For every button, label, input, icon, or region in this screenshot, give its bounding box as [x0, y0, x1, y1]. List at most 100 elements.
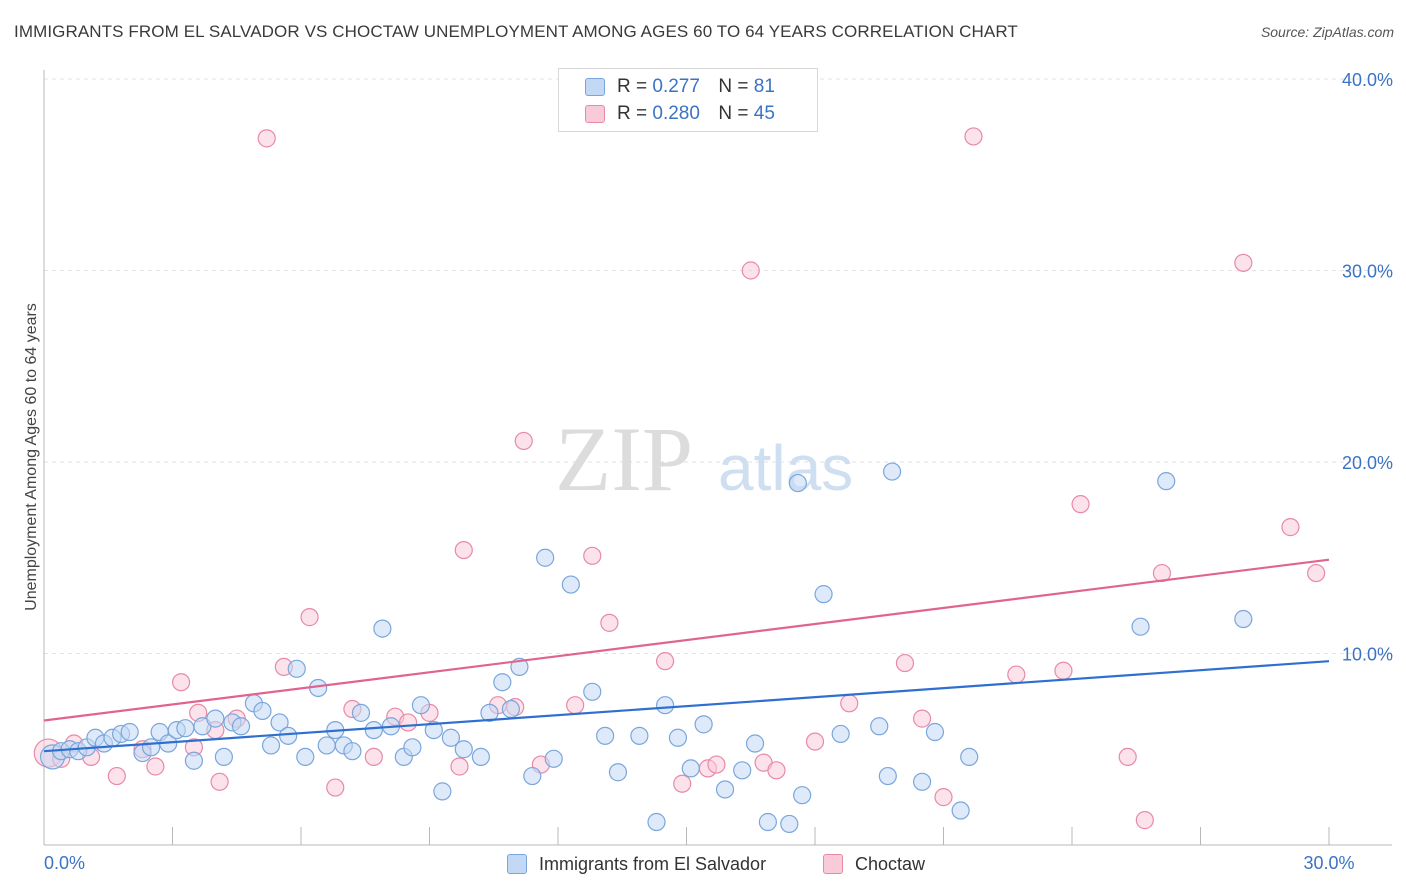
el-salvador-point — [364, 720, 383, 740]
el-salvador-point — [583, 682, 602, 701]
el-salvador-point — [608, 763, 628, 782]
el-salvador-point — [1157, 472, 1176, 491]
el-salvador-point — [596, 726, 615, 745]
choctaw-point — [1054, 661, 1073, 680]
choctaw-point — [805, 732, 825, 751]
el-salvador-point — [561, 575, 580, 594]
el-salvador-point — [493, 673, 512, 692]
bottom-legend-el-salvador: Immigrants from El Salvador — [507, 851, 766, 877]
el-salvador-point — [501, 699, 520, 719]
watermark: ZIP atlas — [555, 408, 853, 510]
x-tick-label: 0.0% — [44, 853, 85, 873]
el-salvador-point — [433, 782, 452, 801]
el-salvador-point — [411, 696, 431, 715]
el-salvador-point — [925, 722, 945, 742]
choctaw-point — [171, 673, 191, 692]
el-salvador-point — [793, 786, 812, 805]
el-salvador-point — [745, 734, 765, 753]
choctaw-point — [1135, 811, 1154, 830]
choctaw-point — [398, 713, 418, 732]
el-salvador-point — [733, 761, 752, 780]
choctaw-point — [1234, 253, 1253, 272]
bottom-legend-swatch-pink — [823, 854, 843, 874]
choctaw-point — [566, 696, 585, 715]
legend-row-choctaw: R = 0.280 N = 45 — [585, 102, 775, 126]
axes — [43, 70, 1392, 846]
legend-n-label: N = — [718, 103, 749, 124]
choctaw-point — [1281, 518, 1300, 537]
el-salvador-point — [951, 801, 970, 820]
el-salvador-point — [454, 740, 473, 759]
choctaw-point — [364, 747, 383, 767]
el-salvador-point — [960, 747, 979, 767]
choctaw-point — [767, 761, 786, 780]
correlation-legend: R = 0.277 N = 81 R = 0.280 N = 45 — [558, 68, 818, 132]
el-salvador-point — [184, 751, 204, 770]
el-salvador-point — [176, 719, 195, 738]
el-salvador-point — [655, 696, 675, 715]
choctaw-point — [934, 788, 953, 807]
el-salvador-point — [253, 701, 272, 721]
el-salvador-point — [296, 747, 315, 767]
choctaw-point — [673, 774, 692, 793]
el-salvador-point — [141, 738, 161, 757]
el-salvador-point — [912, 772, 932, 791]
bottom-legend-label: Immigrants from El Salvador — [539, 853, 767, 874]
legend-r-label: R = — [617, 76, 648, 97]
legend-row-el-salvador: R = 0.277 N = 81 — [585, 75, 775, 99]
x-axis-ticks — [172, 827, 1330, 845]
el-salvador-point — [831, 724, 850, 744]
choctaw-point — [1071, 495, 1090, 514]
el-salvador-point — [647, 812, 666, 832]
el-salvador-point — [403, 738, 422, 757]
choctaw-point — [895, 653, 915, 673]
x-tick-labels: 0.0% 30.0% — [44, 853, 1355, 873]
el-salvador-point — [317, 736, 336, 755]
y-tick-label: 40.0% — [1342, 70, 1393, 90]
y-tick-label: 20.0% — [1342, 453, 1393, 473]
watermark-atlas: atlas — [718, 432, 853, 504]
el-salvador-point — [536, 548, 555, 567]
y-tick-labels: 10.0% 20.0% 30.0% 40.0% — [1342, 70, 1393, 665]
choctaw-point — [840, 694, 859, 713]
choctaw-point — [912, 709, 932, 728]
el-salvador-point — [681, 759, 700, 778]
y-axis-label: Unemployment Among Ages 60 to 64 years — [23, 303, 40, 611]
el-salvador-point — [270, 713, 289, 732]
gridlines — [44, 78, 1392, 654]
el-salvador-point — [480, 703, 499, 722]
el-salvador-point — [694, 715, 713, 734]
legend-n-value: 81 — [753, 76, 775, 97]
el-salvador-point — [279, 726, 298, 745]
el-salvador-point — [343, 742, 362, 761]
legend-swatch-pink — [585, 105, 605, 123]
legend-r-value: 0.277 — [652, 76, 700, 97]
bottom-legend-swatch-blue — [507, 854, 527, 874]
choctaw-point — [326, 778, 345, 797]
x-tick-label: 30.0% — [1303, 853, 1354, 873]
choctaw-point — [257, 129, 276, 148]
el-salvador-point — [351, 703, 371, 722]
el-salvador-trend-line — [43, 660, 1330, 753]
el-salvador-point — [373, 619, 392, 638]
el-salvador-point — [1234, 609, 1253, 629]
y-tick-label: 10.0% — [1342, 645, 1393, 665]
choctaw-point — [964, 127, 983, 146]
legend-r-value: 0.280 — [652, 103, 700, 124]
legend-n-label: N = — [718, 76, 749, 97]
trend-lines — [43, 558, 1330, 753]
el-salvador-point — [814, 585, 833, 604]
el-salvador-point — [214, 747, 233, 767]
el-salvador-point — [882, 462, 902, 481]
el-salvador-point — [120, 722, 139, 742]
choctaw-point — [1307, 563, 1326, 583]
choctaw-point — [655, 652, 675, 671]
el-salvador-point — [287, 659, 306, 678]
bottom-legend-label: Choctaw — [855, 853, 926, 874]
el-salvador-points — [39, 462, 1253, 834]
el-salvador-point — [510, 657, 529, 677]
choctaw-point — [300, 608, 319, 627]
legend-n-value: 45 — [753, 103, 775, 124]
el-salvador-point — [523, 766, 542, 786]
